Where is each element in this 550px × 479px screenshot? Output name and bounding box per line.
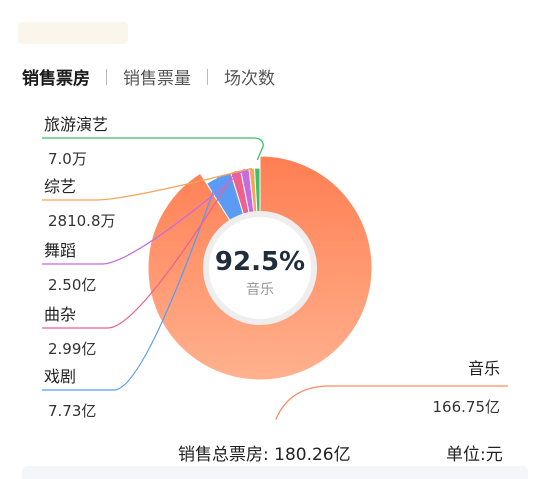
tab-sales-revenue[interactable]: 销售票房 (22, 69, 90, 89)
metric-tabs: 销售票房 销售票量 场次数 (22, 64, 275, 89)
slice-name-label: 戏剧 (44, 367, 76, 386)
slice-name-label: 旅游演艺 (44, 115, 108, 134)
tab-sales-volume[interactable]: 销售票量 (123, 69, 191, 89)
slice-value-label: 2.50亿 (48, 276, 96, 294)
total-revenue-label: 销售总票房: 180.26亿 (178, 445, 351, 465)
tab-divider (207, 68, 208, 85)
chart-footer: 销售总票房: 180.26亿 单位:元 (0, 428, 550, 478)
leader-line (42, 168, 246, 265)
tab-session-count[interactable]: 场次数 (224, 69, 275, 89)
donut-chart: 92.5%音乐音乐166.75亿戏剧7.73亿曲杂2.99亿舞蹈2.50亿综艺2… (42, 115, 508, 420)
slice-name-label: 曲杂 (44, 305, 76, 324)
leader-line (42, 170, 237, 329)
slice-value-label: 2.99亿 (48, 340, 96, 358)
tab-divider (106, 68, 107, 85)
slice-name-label: 音乐 (468, 359, 500, 378)
slice-value-label: 2810.8万 (48, 212, 116, 230)
slice-value-label: 166.75亿 (433, 398, 501, 416)
unit-label: 单位:元 (446, 445, 503, 465)
center-percent: 92.5% (215, 247, 305, 277)
center-label: 音乐 (246, 281, 274, 298)
donut-hole (203, 211, 317, 325)
leader-line (42, 167, 252, 201)
leader-line (42, 137, 264, 161)
slice-value-label: 7.73亿 (48, 402, 96, 420)
blurred-header (18, 22, 128, 44)
slice-value-label: 7.0万 (48, 150, 87, 168)
leader-line (275, 385, 508, 420)
leader-line (42, 176, 219, 391)
slice-name-label: 综艺 (44, 177, 76, 196)
slice-name-label: 舞蹈 (44, 241, 76, 260)
bottom-panel-edge (22, 466, 528, 479)
